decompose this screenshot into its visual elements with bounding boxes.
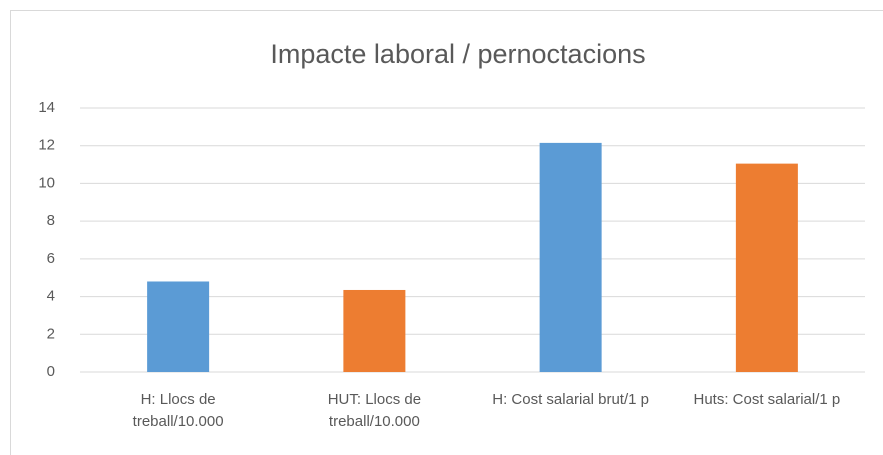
y-tick-label: 10 (38, 174, 55, 191)
chart-title: Impacte laboral / pernoctacions (270, 39, 645, 69)
bar (539, 142, 602, 372)
y-tick-label: 4 (47, 288, 55, 305)
x-tick-label: H: Cost salarial brut/1 p (492, 391, 649, 408)
y-tick-label: 12 (38, 137, 55, 154)
y-tick-label: 14 (38, 99, 55, 116)
bar (147, 281, 210, 372)
y-tick-label: 8 (47, 212, 55, 229)
x-tick-label: HUT: Llocs de treball/10.000 (327, 391, 422, 430)
y-tick-label: 6 (47, 250, 55, 267)
x-tick-label: Huts: Cost salarial/1 p (693, 391, 841, 408)
x-tick-label: H: Llocs de treball/10.000 (132, 391, 224, 430)
y-tick-label: 0 (47, 363, 55, 380)
bar (343, 289, 406, 372)
y-tick-label: 2 (47, 325, 55, 342)
bar (735, 163, 798, 372)
